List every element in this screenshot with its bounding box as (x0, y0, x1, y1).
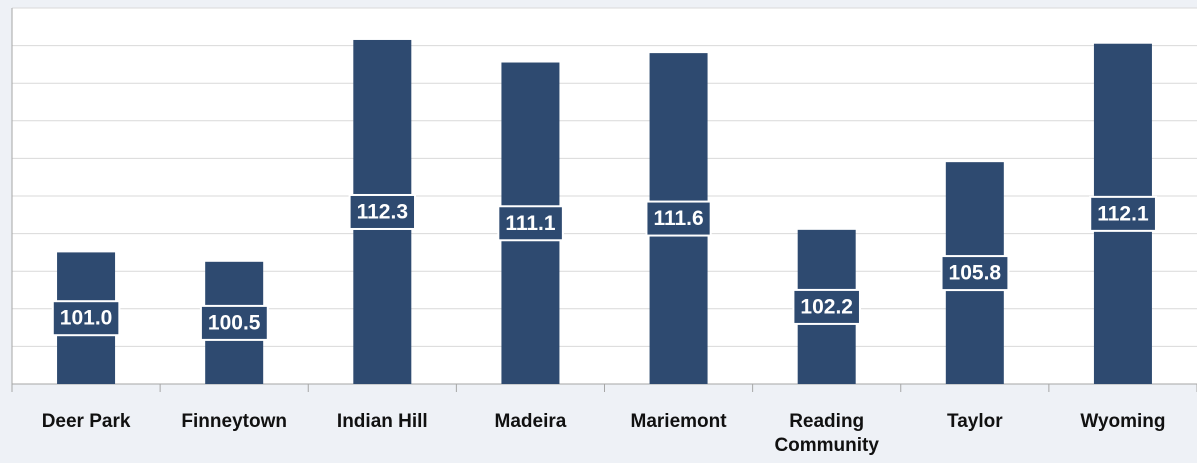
value-label-box (199, 304, 269, 341)
value-label: 100.5 (208, 311, 261, 334)
value-label-box (940, 255, 1010, 292)
x-tick-label: Reading Community (774, 411, 879, 456)
value-label-box (645, 200, 712, 237)
value-label-box (497, 205, 564, 242)
value-label: 101.0 (60, 307, 113, 330)
value-label: 111.1 (505, 212, 556, 235)
x-tick-label: Taylor (947, 411, 1003, 432)
value-label-box (51, 300, 121, 337)
value-label-box (792, 288, 861, 325)
x-tick-label: Madeira (494, 411, 567, 432)
value-label-box (348, 193, 417, 230)
value-label: 112.1 (1097, 202, 1149, 225)
x-tick-label: Deer Park (41, 411, 131, 432)
value-label: 105.8 (949, 262, 1002, 285)
value-label: 112.3 (357, 201, 408, 224)
x-tick-label: Mariemont (630, 411, 727, 432)
value-label-box (1089, 195, 1157, 232)
x-tick-label: Wyoming (1080, 411, 1166, 432)
value-label: 102.2 (800, 295, 853, 318)
x-tick-label: Finneytown (181, 411, 287, 432)
x-tick-label: Indian Hill (336, 411, 428, 432)
value-label: 111.6 (653, 207, 703, 230)
